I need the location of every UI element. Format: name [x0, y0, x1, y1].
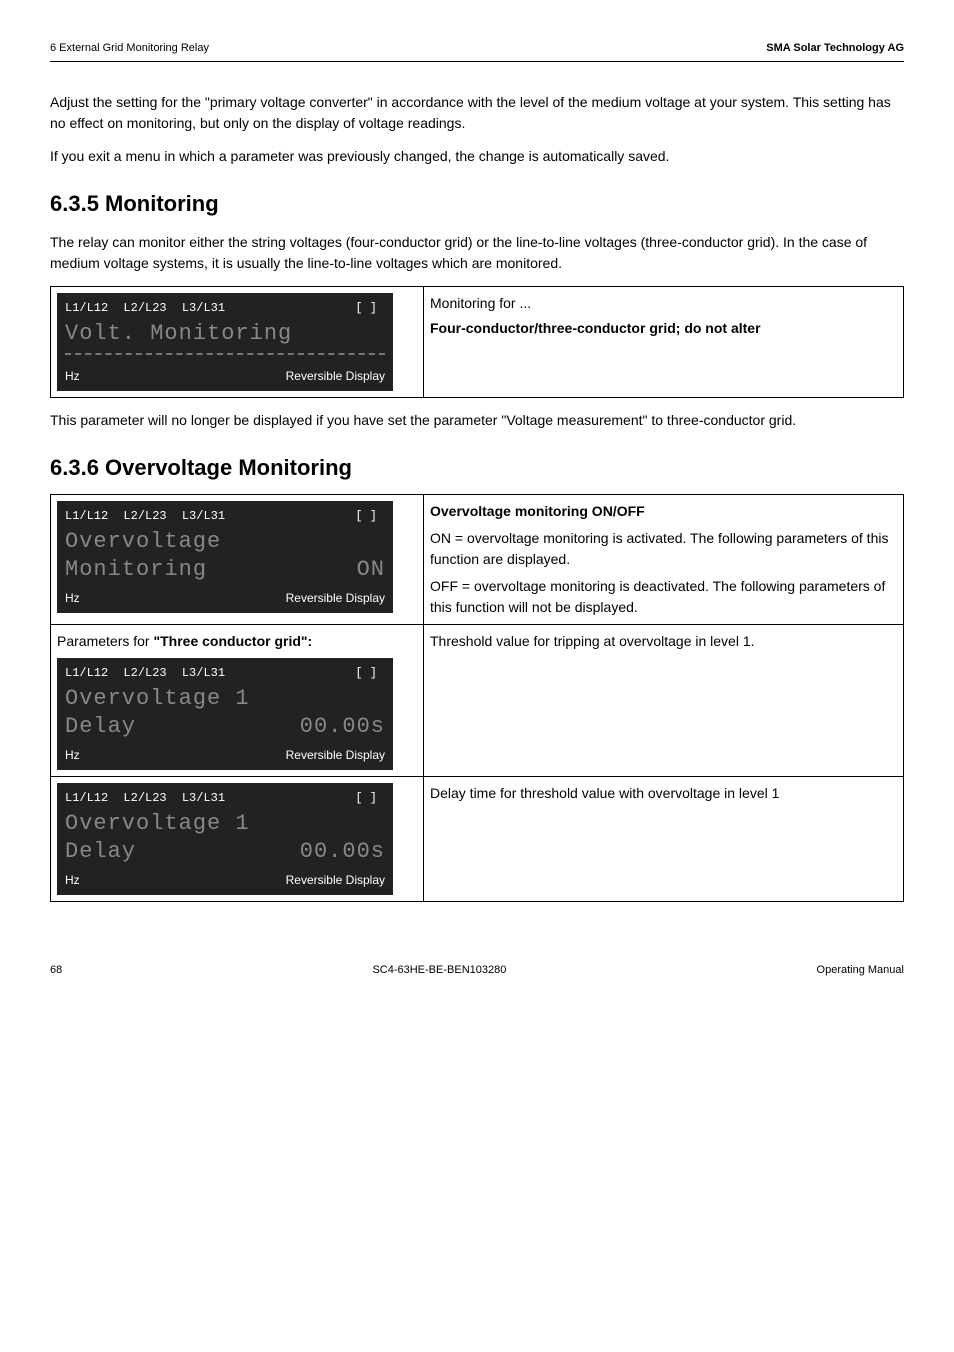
- table-row: Parameters for "Three conductor grid": L…: [51, 624, 904, 776]
- lcd-main-row: Delay 00.00s: [65, 714, 385, 742]
- desc-para: Delay time for threshold value with over…: [430, 783, 897, 804]
- lcd-top-item: [ ]: [355, 664, 377, 682]
- pre-text-bold: "Three conductor grid":: [153, 633, 312, 649]
- desc-cell: Delay time for threshold value with over…: [424, 776, 904, 901]
- desc-para: ON = overvoltage monitoring is activated…: [430, 528, 897, 570]
- lcd-bottom-left: Hz: [65, 589, 80, 607]
- page-footer: 68 SC4-63HE-BE-BEN103280 Operating Manua…: [50, 962, 904, 979]
- footer-mid: SC4-63HE-BE-BEN103280: [372, 962, 506, 979]
- lcd-main-left: Delay: [65, 714, 136, 742]
- desc-cell: Monitoring for ... Four-conductor/three-…: [424, 286, 904, 397]
- lcd-bottom-right: Reversible Display: [286, 871, 385, 889]
- intro-para-1: Adjust the setting for the "primary volt…: [50, 92, 904, 134]
- pre-text: Parameters for "Three conductor grid":: [57, 631, 417, 652]
- pre-text-prefix: Parameters for: [57, 633, 153, 649]
- lcd-bottom-left: Hz: [65, 746, 80, 764]
- lcd-cell: L1/L12 L2/L23 L3/L31 [ ] Volt. Monitorin…: [51, 286, 424, 397]
- lcd-main-text: Overvoltage 1: [65, 811, 385, 839]
- lcd-bar: [65, 353, 385, 365]
- lcd-top-item: L3/L31: [182, 666, 225, 680]
- monitoring-table: L1/L12 L2/L23 L3/L31 [ ] Volt. Monitorin…: [50, 286, 904, 398]
- lcd-main-row: Delay 00.00s: [65, 839, 385, 867]
- table-row: L1/L12 L2/L23 L3/L31 [ ] Overvoltage Mon…: [51, 494, 904, 624]
- overvoltage-table: L1/L12 L2/L23 L3/L31 [ ] Overvoltage Mon…: [50, 494, 904, 902]
- lcd-top-item: L1/L12: [65, 509, 108, 523]
- lcd-top-item: L1/L12: [65, 301, 108, 315]
- lcd-top-item: L3/L31: [182, 791, 225, 805]
- page-header: 6 External Grid Monitoring Relay SMA Sol…: [50, 40, 904, 62]
- header-left: 6 External Grid Monitoring Relay: [50, 40, 209, 57]
- lcd-display: L1/L12 L2/L23 L3/L31 [ ] Overvoltage 1 D…: [57, 783, 393, 895]
- lcd-main-right: 00.00s: [300, 839, 385, 867]
- lcd-bottom-row: Hz Reversible Display: [65, 746, 385, 764]
- footer-left: 68: [50, 962, 62, 979]
- lcd-bottom-right: Reversible Display: [286, 589, 385, 607]
- lcd-main-text: Overvoltage: [65, 529, 385, 557]
- desc-para: Threshold value for tripping at overvolt…: [430, 631, 897, 652]
- lcd-bottom-row: Hz Reversible Display: [65, 871, 385, 889]
- lcd-top-item: L1/L12: [65, 791, 108, 805]
- lcd-main-text: Overvoltage 1: [65, 686, 385, 714]
- monitoring-after-para: This parameter will no longer be display…: [50, 410, 904, 431]
- desc-cell: Threshold value for tripping at overvolt…: [424, 624, 904, 776]
- lcd-main-left: Monitoring: [65, 557, 207, 585]
- lcd-display: L1/L12 L2/L23 L3/L31 [ ] Overvoltage Mon…: [57, 501, 393, 613]
- lcd-bottom-row: Hz Reversible Display: [65, 367, 385, 385]
- desc-title: Overvoltage monitoring ON/OFF: [430, 503, 645, 519]
- desc-line-bold: Four-conductor/three-conductor grid; do …: [430, 320, 761, 336]
- header-right: SMA Solar Technology AG: [766, 40, 904, 57]
- lcd-main-row: Monitoring ON: [65, 557, 385, 585]
- lcd-main-right: 00.00s: [300, 714, 385, 742]
- lcd-top-item: [ ]: [355, 507, 377, 525]
- lcd-cell: L1/L12 L2/L23 L3/L31 [ ] Overvoltage Mon…: [51, 494, 424, 624]
- desc-line: Monitoring for ...: [430, 293, 897, 314]
- lcd-main-text: Volt. Monitoring: [65, 321, 385, 349]
- lcd-cell: Parameters for "Three conductor grid": L…: [51, 624, 424, 776]
- desc-para: OFF = overvoltage monitoring is deactiva…: [430, 576, 897, 618]
- lcd-top-item: L1/L12: [65, 666, 108, 680]
- lcd-top-item: L2/L23: [123, 301, 166, 315]
- section-heading-overvoltage: 6.3.6 Overvoltage Monitoring: [50, 451, 904, 484]
- lcd-main-left: Delay: [65, 839, 136, 867]
- footer-right: Operating Manual: [817, 962, 904, 979]
- lcd-top-row: L1/L12 L2/L23 L3/L31 [ ]: [65, 299, 385, 317]
- lcd-top-item: [ ]: [355, 299, 377, 317]
- lcd-bottom-right: Reversible Display: [286, 746, 385, 764]
- lcd-top-item: L2/L23: [123, 509, 166, 523]
- desc-cell: Overvoltage monitoring ON/OFF ON = overv…: [424, 494, 904, 624]
- monitoring-para: The relay can monitor either the string …: [50, 232, 904, 274]
- lcd-bottom-left: Hz: [65, 871, 80, 889]
- lcd-cell: L1/L12 L2/L23 L3/L31 [ ] Overvoltage 1 D…: [51, 776, 424, 901]
- lcd-top-row: L1/L12 L2/L23 L3/L31 [ ]: [65, 507, 385, 525]
- lcd-top-item: L2/L23: [123, 791, 166, 805]
- lcd-top-item: L3/L31: [182, 301, 225, 315]
- lcd-top-item: L3/L31: [182, 509, 225, 523]
- table-row: L1/L12 L2/L23 L3/L31 [ ] Overvoltage 1 D…: [51, 776, 904, 901]
- lcd-bottom-right: Reversible Display: [286, 367, 385, 385]
- lcd-main-right: ON: [357, 557, 385, 585]
- lcd-top-row: L1/L12 L2/L23 L3/L31 [ ]: [65, 789, 385, 807]
- table-row: L1/L12 L2/L23 L3/L31 [ ] Volt. Monitorin…: [51, 286, 904, 397]
- section-heading-monitoring: 6.3.5 Monitoring: [50, 187, 904, 220]
- lcd-top-item: [ ]: [355, 789, 377, 807]
- lcd-display: L1/L12 L2/L23 L3/L31 [ ] Volt. Monitorin…: [57, 293, 393, 391]
- lcd-top-item: L2/L23: [123, 666, 166, 680]
- lcd-top-row: L1/L12 L2/L23 L3/L31 [ ]: [65, 664, 385, 682]
- lcd-bottom-left: Hz: [65, 367, 80, 385]
- intro-para-2: If you exit a menu in which a parameter …: [50, 146, 904, 167]
- lcd-bottom-row: Hz Reversible Display: [65, 589, 385, 607]
- lcd-display: L1/L12 L2/L23 L3/L31 [ ] Overvoltage 1 D…: [57, 658, 393, 770]
